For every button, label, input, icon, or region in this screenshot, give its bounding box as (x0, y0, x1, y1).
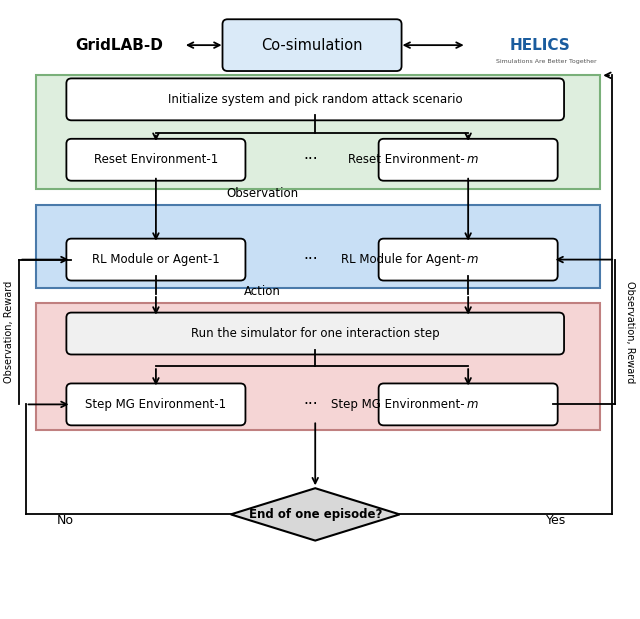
Text: End of one episode?: End of one episode? (248, 508, 382, 521)
Text: $m$: $m$ (466, 154, 478, 167)
Text: Observation, Reward: Observation, Reward (4, 281, 14, 383)
Text: Initialize system and pick random attack scenario: Initialize system and pick random attack… (168, 93, 463, 106)
Bar (36, 205, 600, 288)
Polygon shape (231, 488, 399, 540)
Text: $m$: $m$ (466, 398, 478, 411)
FancyBboxPatch shape (67, 313, 564, 355)
Text: Reset Environment-: Reset Environment- (348, 154, 465, 167)
Text: Step MG Environment-1: Step MG Environment-1 (85, 398, 227, 411)
FancyBboxPatch shape (67, 239, 246, 280)
Text: Action: Action (244, 285, 281, 298)
FancyBboxPatch shape (223, 19, 401, 71)
Text: $m$: $m$ (466, 253, 478, 266)
FancyBboxPatch shape (379, 139, 557, 181)
Text: HELICS: HELICS (509, 38, 570, 53)
Text: GridLAB-D: GridLAB-D (76, 38, 163, 53)
Text: RL Module or Agent-1: RL Module or Agent-1 (92, 253, 220, 266)
Text: Observation: Observation (227, 187, 299, 200)
Text: Step MG Environment-: Step MG Environment- (332, 398, 465, 411)
Text: ···: ··· (303, 152, 317, 167)
Text: Observation, Reward: Observation, Reward (625, 281, 636, 383)
FancyBboxPatch shape (379, 239, 557, 280)
FancyBboxPatch shape (379, 383, 557, 425)
Text: ···: ··· (303, 252, 317, 267)
Text: Yes: Yes (546, 514, 566, 527)
Bar (36, 76, 600, 189)
FancyBboxPatch shape (67, 139, 246, 181)
Text: Reset Environment-1: Reset Environment-1 (94, 154, 218, 167)
Bar (36, 303, 600, 430)
Text: Co-simulation: Co-simulation (261, 38, 363, 53)
Text: Run the simulator for one interaction step: Run the simulator for one interaction st… (191, 327, 440, 340)
FancyBboxPatch shape (67, 79, 564, 120)
Text: Simulations Are Better Together: Simulations Are Better Together (496, 59, 596, 64)
Text: ···: ··· (303, 397, 317, 412)
Text: No: No (56, 514, 74, 527)
FancyBboxPatch shape (67, 383, 246, 425)
Text: RL Module for Agent-: RL Module for Agent- (340, 253, 465, 266)
